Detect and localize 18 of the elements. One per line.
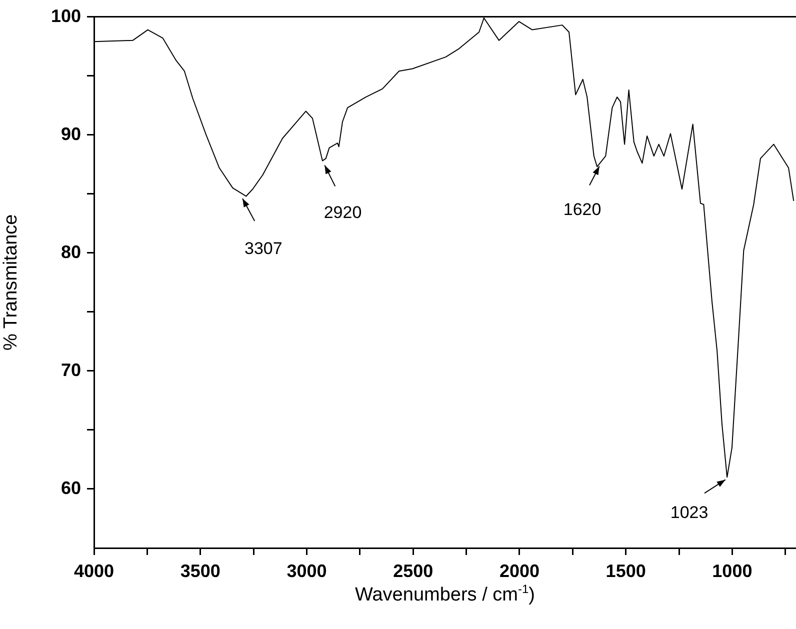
annotation: 2920 bbox=[324, 202, 362, 222]
y-tick-label: 90 bbox=[60, 124, 81, 144]
x-tick-label: 2000 bbox=[499, 560, 540, 581]
annotation: 1023 bbox=[670, 503, 708, 522]
annotation: 3307 bbox=[244, 238, 282, 258]
x-tick-label: 3000 bbox=[286, 560, 327, 581]
x-tick-label: 2500 bbox=[393, 560, 434, 581]
y-axis-title: % Transmitance bbox=[0, 214, 22, 351]
y-tick-label: 100 bbox=[50, 6, 81, 26]
y-tick-label: 70 bbox=[60, 360, 81, 380]
x-axis-title: Wavenumbers / cm$^{-1}$) bbox=[354, 582, 536, 606]
x-tick-label: 1500 bbox=[606, 560, 646, 581]
y-tick-label: 80 bbox=[60, 242, 81, 262]
y-tick-label: 60 bbox=[60, 478, 81, 498]
x-tick-label: 3500 bbox=[180, 560, 220, 581]
x-tick-label: 4000 bbox=[74, 560, 114, 581]
x-tick-label: 1000 bbox=[712, 560, 752, 581]
annotation: 1620 bbox=[563, 200, 602, 220]
